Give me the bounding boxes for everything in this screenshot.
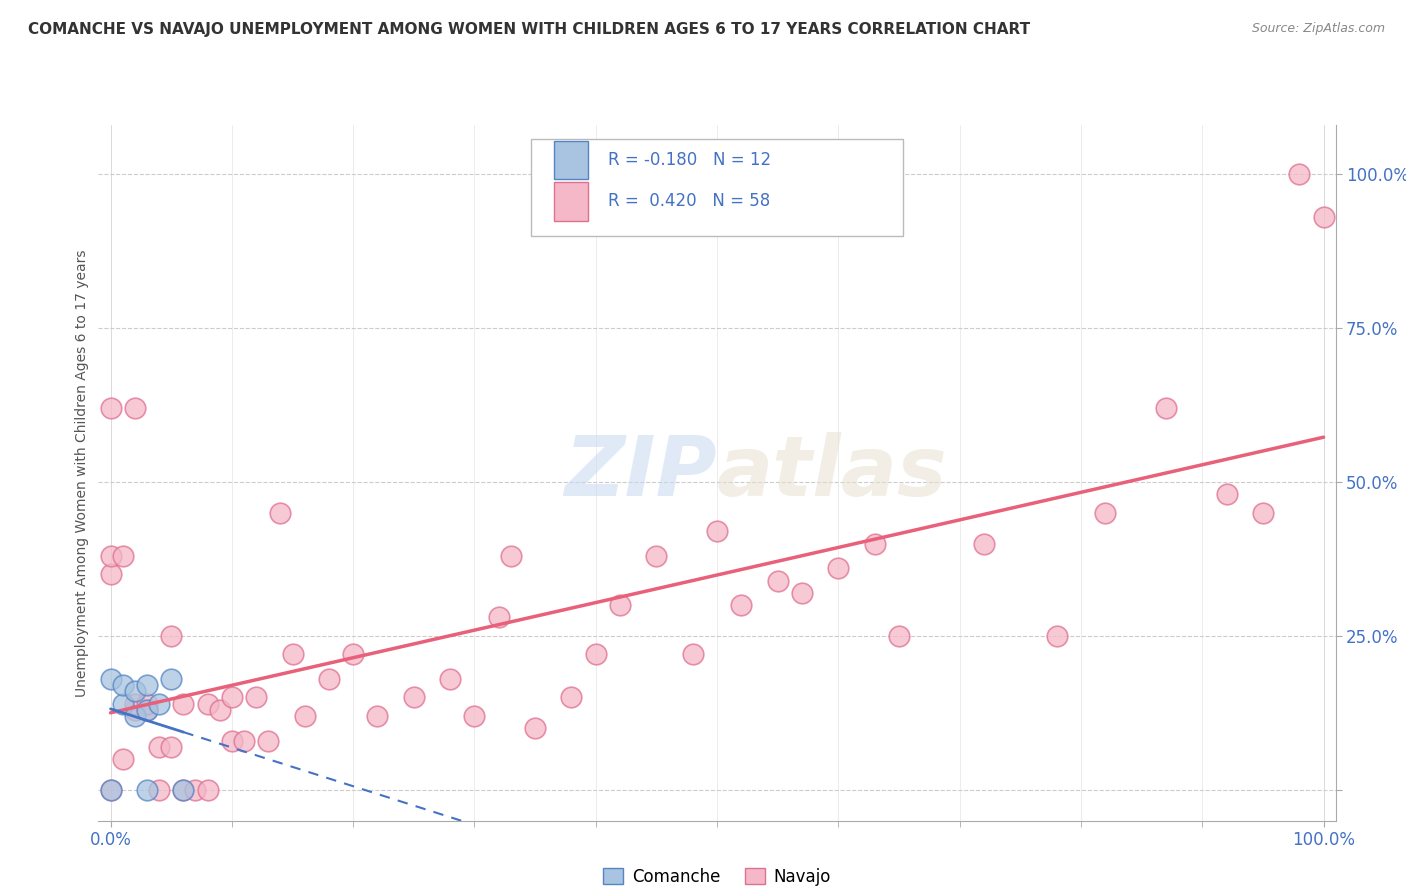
Point xyxy=(160,629,183,643)
Text: COMANCHE VS NAVAJO UNEMPLOYMENT AMONG WOMEN WITH CHILDREN AGES 6 TO 17 YEARS COR: COMANCHE VS NAVAJO UNEMPLOYMENT AMONG WO… xyxy=(28,22,1031,37)
Point xyxy=(609,598,631,612)
Point xyxy=(499,549,522,563)
Point xyxy=(172,782,194,797)
Point xyxy=(1215,487,1237,501)
Point xyxy=(1312,211,1334,225)
FancyBboxPatch shape xyxy=(531,139,903,236)
Point xyxy=(887,629,910,643)
Point xyxy=(111,697,134,711)
Point xyxy=(402,690,425,705)
Point xyxy=(148,697,170,711)
Point xyxy=(136,782,159,797)
Point xyxy=(281,648,304,662)
Point xyxy=(148,782,170,797)
Point xyxy=(124,709,146,723)
Point xyxy=(585,648,607,662)
Text: ZIP: ZIP xyxy=(564,433,717,513)
Point xyxy=(863,536,886,550)
Point xyxy=(257,733,280,747)
Point xyxy=(973,536,995,550)
Point xyxy=(463,709,485,723)
Point xyxy=(148,739,170,754)
Point xyxy=(221,733,243,747)
Point xyxy=(100,782,122,797)
Point xyxy=(136,703,159,717)
Point xyxy=(172,782,194,797)
Point xyxy=(100,672,122,686)
Point xyxy=(560,690,582,705)
Point xyxy=(160,739,183,754)
Point xyxy=(160,672,183,686)
Point xyxy=(524,721,547,735)
Point xyxy=(1288,167,1310,181)
Point xyxy=(245,690,267,705)
Point xyxy=(766,574,789,588)
Point xyxy=(827,561,849,575)
Point xyxy=(1094,506,1116,520)
Point xyxy=(269,506,291,520)
Point xyxy=(221,690,243,705)
Point xyxy=(111,678,134,692)
Point xyxy=(184,782,207,797)
Point xyxy=(1251,506,1274,520)
Point xyxy=(197,697,219,711)
Point xyxy=(730,598,752,612)
Point xyxy=(1046,629,1069,643)
Point xyxy=(318,672,340,686)
Text: R = -0.180   N = 12: R = -0.180 N = 12 xyxy=(609,151,772,169)
Bar xyxy=(554,182,588,220)
Y-axis label: Unemployment Among Women with Children Ages 6 to 17 years: Unemployment Among Women with Children A… xyxy=(75,249,89,697)
Point xyxy=(706,524,728,539)
Point xyxy=(136,678,159,692)
Point xyxy=(645,549,668,563)
Point xyxy=(100,549,122,563)
Point xyxy=(136,697,159,711)
Point xyxy=(100,401,122,416)
Point xyxy=(124,401,146,416)
Point xyxy=(208,703,231,717)
Point xyxy=(1154,401,1177,416)
Point xyxy=(197,782,219,797)
Point xyxy=(488,610,510,624)
Point xyxy=(111,549,134,563)
Point xyxy=(124,703,146,717)
Point xyxy=(342,648,364,662)
Text: R =  0.420   N = 58: R = 0.420 N = 58 xyxy=(609,193,770,211)
Text: atlas: atlas xyxy=(717,433,948,513)
Legend: Comanche, Navajo: Comanche, Navajo xyxy=(596,861,838,892)
Point xyxy=(366,709,388,723)
Point xyxy=(294,709,316,723)
Point xyxy=(100,782,122,797)
Point xyxy=(124,697,146,711)
Point xyxy=(439,672,461,686)
Point xyxy=(136,703,159,717)
Point xyxy=(172,697,194,711)
Point xyxy=(100,567,122,582)
Point xyxy=(233,733,256,747)
Point xyxy=(124,684,146,698)
Point xyxy=(111,752,134,766)
Bar xyxy=(554,141,588,178)
Text: Source: ZipAtlas.com: Source: ZipAtlas.com xyxy=(1251,22,1385,36)
Point xyxy=(790,586,813,600)
Point xyxy=(682,648,704,662)
